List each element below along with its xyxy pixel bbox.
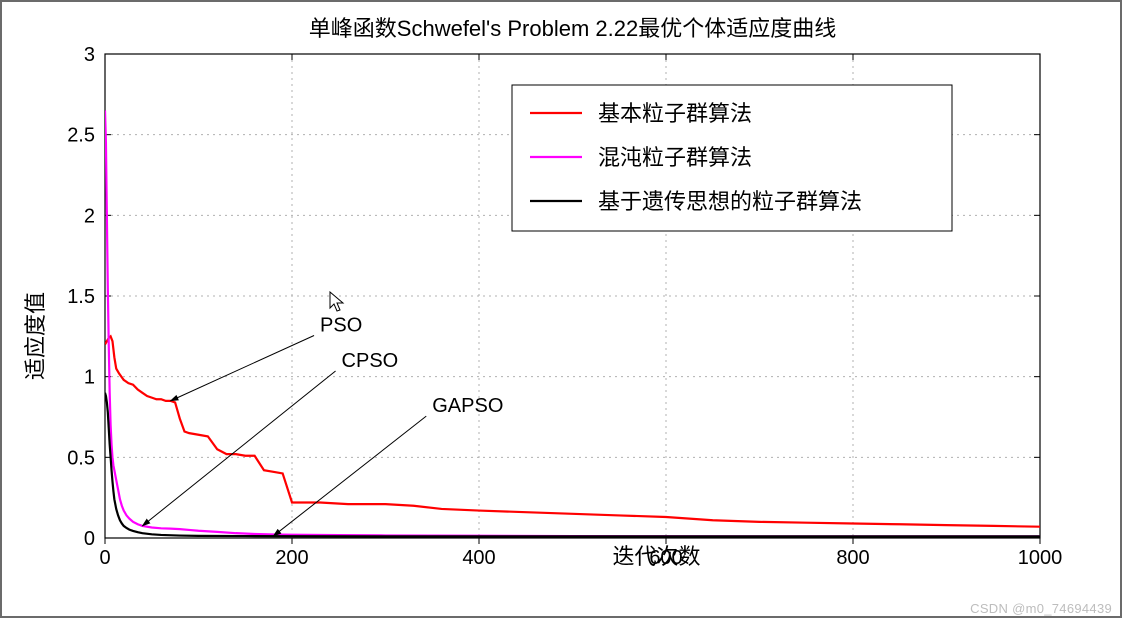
annotation-PSO: PSO: [320, 314, 362, 336]
y-tick-label: 3: [84, 44, 95, 66]
x-tick-label: 400: [462, 547, 495, 569]
legend-label: 基本粒子群算法: [598, 101, 752, 126]
watermark: CSDN @m0_74694439: [970, 601, 1112, 616]
legend-label: 基于遗传思想的粒子群算法: [598, 189, 862, 214]
chart-title: 单峰函数Schwefel's Problem 2.22最优个体适应度曲线: [309, 16, 836, 41]
y-tick-label: 2.5: [67, 125, 95, 147]
x-tick-label: 0: [99, 547, 110, 569]
x-tick-label: 200: [275, 547, 308, 569]
fitness-chart: 0200400600800100000.511.522.53迭代次数适应度值单峰…: [0, 0, 1122, 618]
y-axis-label: 适应度值: [23, 292, 48, 380]
annotation-CPSO: CPSO: [342, 350, 399, 372]
x-axis-label: 迭代次数: [613, 544, 701, 569]
x-tick-label: 800: [836, 547, 869, 569]
y-tick-label: 0: [84, 528, 95, 550]
y-tick-label: 0.5: [67, 447, 95, 469]
y-tick-label: 2: [84, 205, 95, 227]
legend-label: 混沌粒子群算法: [598, 145, 752, 170]
y-tick-label: 1: [84, 367, 95, 389]
annotation-GAPSO: GAPSO: [432, 395, 503, 417]
y-tick-label: 1.5: [67, 286, 95, 308]
x-tick-label: 1000: [1018, 547, 1063, 569]
